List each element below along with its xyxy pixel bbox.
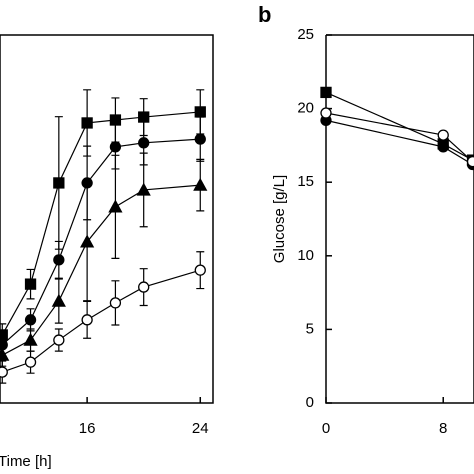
x-tick-label: 0	[322, 420, 330, 437]
y-tick-label: 5	[306, 320, 314, 337]
marker	[138, 281, 150, 293]
marker	[23, 332, 38, 346]
marker	[138, 137, 150, 149]
axis-frame	[0, 34, 214, 404]
marker	[136, 182, 151, 196]
x-tick-label: 16	[79, 420, 96, 437]
marker	[53, 254, 65, 266]
marker	[194, 106, 206, 118]
x-tick-label: 24	[192, 420, 209, 437]
marker	[0, 347, 10, 361]
marker	[0, 329, 8, 341]
marker	[81, 177, 93, 189]
y-axis-label: Glucose [g/L]	[271, 175, 288, 263]
marker	[53, 177, 65, 189]
y-tick-label: 0	[306, 394, 314, 411]
marker	[466, 155, 474, 168]
y-tick-label: 25	[297, 26, 314, 43]
marker	[320, 107, 332, 119]
marker	[109, 297, 122, 309]
marker	[109, 114, 122, 126]
marker	[24, 314, 37, 326]
series-line	[1, 138, 201, 346]
y-tick-label: 20	[297, 100, 314, 117]
marker	[24, 356, 37, 368]
marker	[0, 366, 8, 378]
y-tick-label: 15	[297, 173, 314, 190]
marker	[320, 86, 332, 99]
x-axis-label: Time [h]	[0, 453, 52, 470]
marker	[138, 111, 150, 123]
marker	[194, 133, 206, 145]
marker	[108, 199, 123, 213]
marker	[81, 117, 93, 129]
marker	[0, 339, 8, 351]
marker	[437, 141, 449, 153]
marker	[51, 293, 66, 307]
marker	[81, 314, 93, 326]
x-tick-label: 8	[439, 420, 447, 437]
marker	[193, 177, 208, 191]
y-tick-label: 10	[297, 247, 314, 264]
marker	[53, 334, 65, 346]
marker	[194, 264, 206, 276]
panel-label: b	[258, 2, 271, 27]
axis-frame	[325, 34, 474, 404]
marker	[80, 234, 95, 248]
series-line	[1, 184, 201, 356]
marker	[24, 278, 37, 290]
marker	[437, 129, 449, 141]
marker	[109, 141, 122, 153]
